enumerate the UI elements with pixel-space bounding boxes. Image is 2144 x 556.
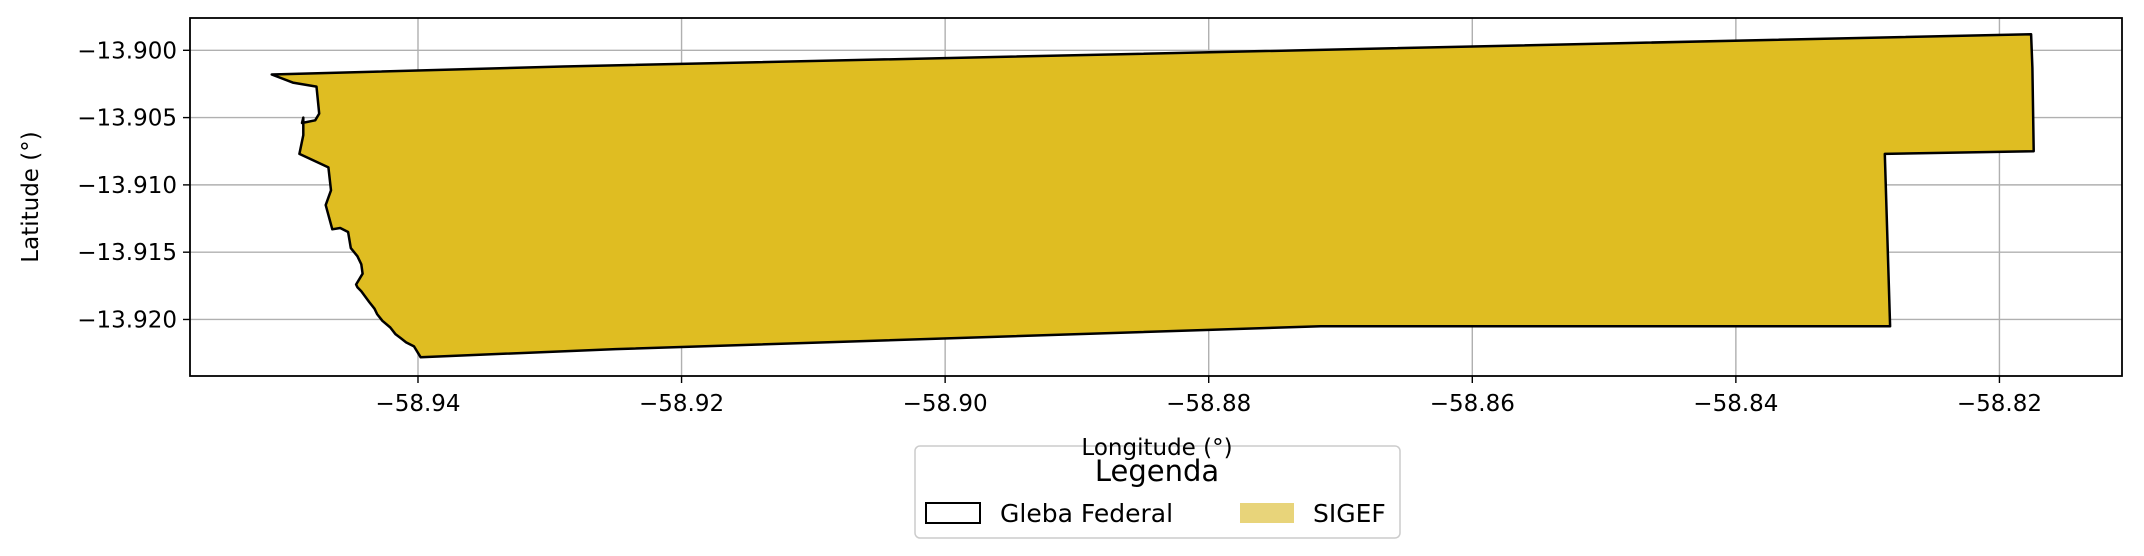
- legend-label-sigef: SIGEF: [1313, 499, 1386, 528]
- axis-ticks: −58.94 −58.92 −58.90 −58.88 −58.86 −58.84 −58.…: [77, 38, 2042, 417]
- legend-swatch-gleba-federal: [925, 502, 981, 524]
- x-tick-label: −58.94: [375, 391, 460, 417]
- x-tick-label: −58.82: [1957, 391, 2042, 417]
- x-tick-label: −58.86: [1430, 391, 1515, 417]
- y-tick-label: −13.915: [77, 240, 177, 266]
- y-tick-label: −13.900: [77, 38, 177, 64]
- legend-label-gleba-federal: Gleba Federal: [1000, 499, 1173, 528]
- x-tick-label: −58.88: [1166, 391, 1251, 417]
- x-tick-label: −58.92: [639, 391, 724, 417]
- x-tick-label: −58.84: [1693, 391, 1778, 417]
- legend-title: Legenda: [1095, 454, 1219, 488]
- y-tick-label: −13.905: [77, 106, 177, 132]
- y-axis-label: Latitude (°): [18, 131, 44, 262]
- legend-swatch-sigef: [1240, 503, 1294, 523]
- y-tick-label: −13.910: [77, 173, 177, 199]
- y-tick-label: −13.920: [77, 307, 177, 333]
- axes-frame: [189, 17, 2123, 377]
- gleba-federal-polygon[interactable]: [270, 32, 2035, 359]
- x-tick-label: −58.90: [903, 391, 988, 417]
- legend: Legenda Gleba Federal SIGEF: [914, 445, 1401, 539]
- x-axis-label: Longitude (°): [1081, 435, 1232, 461]
- map-layer: [270, 32, 2035, 359]
